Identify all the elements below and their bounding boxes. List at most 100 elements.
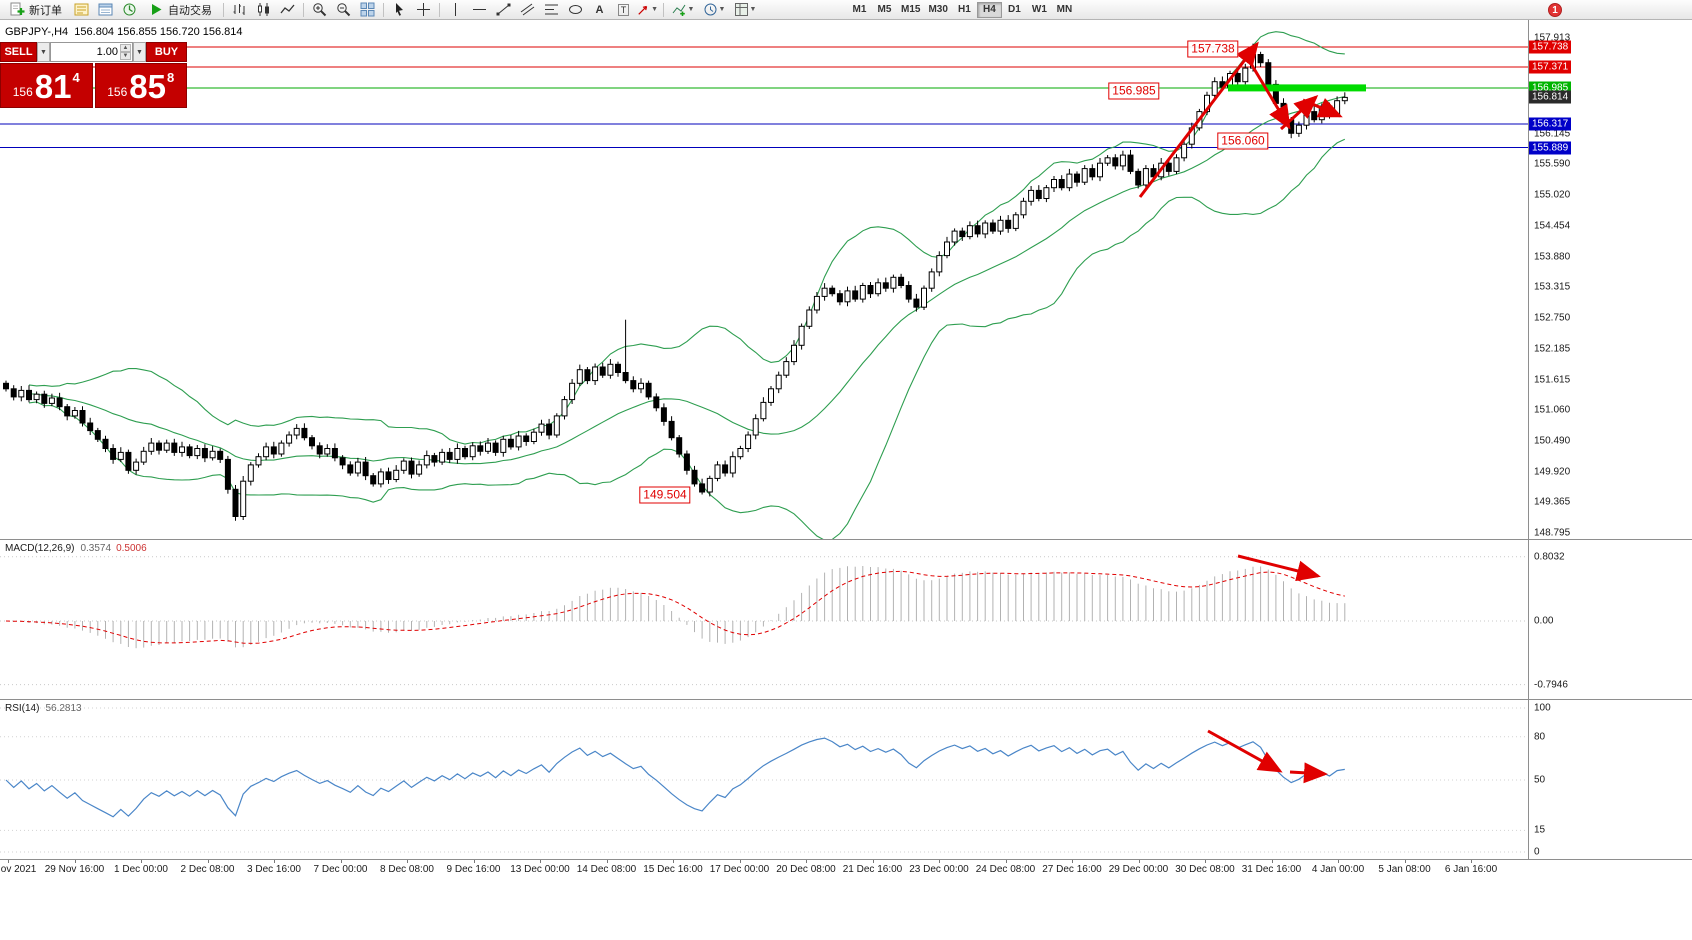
zoom-out-button[interactable] <box>332 1 355 19</box>
chart-price-label[interactable]: 156.985 <box>1108 82 1160 100</box>
text-tool-icon: A <box>595 3 604 16</box>
volume-spinner[interactable]: ▲ ▼ <box>120 44 131 60</box>
timeframe-w1-button[interactable]: W1 <box>1027 2 1052 18</box>
line-chart-mode-button[interactable] <box>276 1 299 19</box>
chart-price-label[interactable]: 156.060 <box>1217 132 1269 150</box>
price-scale-label: 149.365 <box>1534 496 1571 508</box>
buy-price-prefix: 156 <box>107 85 128 99</box>
timeframe-m30-button[interactable]: M30 <box>924 2 951 18</box>
time-axis-label: 24 Dec 08:00 <box>975 864 1036 875</box>
time-axis-tick <box>1005 860 1007 863</box>
zoom-in-button[interactable] <box>308 1 331 19</box>
shapes-tool-button[interactable] <box>564 1 587 19</box>
chevron-down-icon: ▼ <box>718 6 726 13</box>
horizontal-line-tool-button[interactable] <box>468 1 491 19</box>
sell-price-button[interactable]: 156 81 4 <box>0 63 93 108</box>
cursor-button[interactable] <box>388 1 411 19</box>
timeframe-mn-button[interactable]: MN <box>1052 2 1077 18</box>
toolbar-separator <box>383 2 384 17</box>
market-watch-button[interactable] <box>70 1 93 19</box>
periods-dropdown-button[interactable]: ▼ <box>699 1 729 19</box>
rsi-canvas[interactable] <box>0 700 1528 859</box>
indicators-dropdown-button[interactable]: ▼ <box>668 1 698 19</box>
new-order-label: 新订单 <box>29 4 62 17</box>
buy-price-big: 85 <box>129 68 166 105</box>
time-axis-label: 23 Dec 00:00 <box>909 864 969 875</box>
macd-canvas[interactable] <box>0 540 1528 699</box>
time-axis-label: 29 Nov 2021 <box>0 864 37 875</box>
time-axis-tick <box>340 860 342 863</box>
data-window-button[interactable] <box>94 1 117 19</box>
time-axis-tick <box>8 860 9 863</box>
time-axis-label: 8 Dec 08:00 <box>380 864 434 875</box>
time-axis-tick <box>673 860 674 863</box>
panel-splitter[interactable] <box>0 539 1692 540</box>
timeframe-m1-button[interactable]: M1 <box>847 2 872 18</box>
rsi-value: 56.2813 <box>45 703 82 714</box>
sell-button[interactable]: SELL <box>0 42 37 62</box>
price-scale-label: 50 <box>1534 774 1546 786</box>
autotrading-play-icon <box>152 4 162 15</box>
macd-main-value: 0.3574 <box>80 543 112 554</box>
time-axis-tick <box>1072 860 1073 863</box>
text-tool-button[interactable]: A <box>588 1 611 19</box>
rsi-panel: RSI(14) 56.2813 <box>0 700 1528 859</box>
template-icon <box>734 3 748 16</box>
chevron-down-icon: ▼ <box>749 6 757 13</box>
time-axis-label: 2 Dec 08:00 <box>180 864 235 875</box>
timeframe-m5-button[interactable]: M5 <box>872 2 897 18</box>
bar-chart-mode-button[interactable] <box>228 1 251 19</box>
arrows-tool-button[interactable]: ▼ <box>636 1 659 19</box>
timeframe-h4-button[interactable]: H4 <box>976 1 1002 18</box>
macd-panel: MACD(12,26,9) 0.3574 0.5006 <box>0 540 1528 699</box>
chart-price-label[interactable]: 149.504 <box>639 486 691 504</box>
timeframe-d1-button[interactable]: D1 <box>1002 2 1027 18</box>
fibonacci-tool-button[interactable] <box>540 1 563 19</box>
time-axis-tick <box>74 860 76 863</box>
rsi-label: RSI(14) 56.2813 <box>5 703 82 714</box>
price-scale-label: 149.920 <box>1534 466 1571 478</box>
price-scale-badge: 157.738 <box>1529 40 1572 54</box>
sell-options-dropdown[interactable]: ▼ <box>37 42 50 62</box>
spinner-up-icon[interactable]: ▲ <box>120 44 131 52</box>
timeframe-m15-button[interactable]: M15 <box>897 2 924 18</box>
time-axis-label: 30 Dec 08:00 <box>1175 864 1235 875</box>
crosshair-button[interactable] <box>412 1 435 19</box>
toolbar-separator <box>303 2 304 17</box>
time-axis-label: 29 Nov 16:00 <box>44 864 105 875</box>
new-order-icon <box>10 2 25 16</box>
time-scale[interactable]: 29 Nov 2021 29 Nov 16:00 1 Dec 00:00 2 Dec … <box>0 859 1692 879</box>
time-axis-label: 1 Dec 00:00 <box>114 864 168 875</box>
spinner-down-icon[interactable]: ▼ <box>120 52 131 60</box>
label-tool-button[interactable]: T <box>612 1 635 19</box>
price-scale-label: 153.315 <box>1534 281 1571 293</box>
chevron-down-icon: ▼ <box>651 6 658 13</box>
templates-dropdown-button[interactable]: ▼ <box>730 1 760 19</box>
buy-button[interactable]: BUY <box>146 42 187 62</box>
autotrading-button[interactable]: 自动交易 <box>142 1 219 19</box>
time-axis-tick <box>606 860 608 863</box>
price-scale[interactable]: 157.913 156.145 155.590 155.020 154.454 153.8… <box>1528 20 1692 879</box>
timeframe-h1-button[interactable]: H1 <box>952 2 977 18</box>
channel-tool-button[interactable] <box>516 1 539 19</box>
tile-windows-button[interactable] <box>356 1 379 19</box>
trendline-tool-button[interactable] <box>492 1 515 19</box>
cursor-icon <box>396 3 403 16</box>
new-order-button[interactable]: 新订单 <box>3 1 69 19</box>
main-chart-canvas[interactable] <box>0 20 1528 539</box>
buy-price-button[interactable]: 156 85 8 <box>94 63 187 108</box>
navigator-button[interactable] <box>118 1 141 19</box>
time-axis-tick <box>407 860 408 863</box>
chart-price-label[interactable]: 157.738 <box>1187 40 1239 58</box>
notification-badge[interactable]: 1 <box>1548 3 1562 17</box>
panel-splitter[interactable] <box>0 699 1692 700</box>
toolbar-separator <box>439 2 440 17</box>
vertical-line-tool-button[interactable] <box>444 1 467 19</box>
autotrading-label: 自动交易 <box>168 4 212 17</box>
candlestick-mode-button[interactable] <box>252 1 275 19</box>
volume-input[interactable]: 1.00 ▲ ▼ <box>50 42 133 62</box>
time-axis-tick <box>540 860 541 863</box>
time-axis-label: 31 Dec 16:00 <box>1241 864 1302 875</box>
buy-options-dropdown[interactable]: ▼ <box>133 42 146 62</box>
time-axis-tick <box>939 860 940 863</box>
